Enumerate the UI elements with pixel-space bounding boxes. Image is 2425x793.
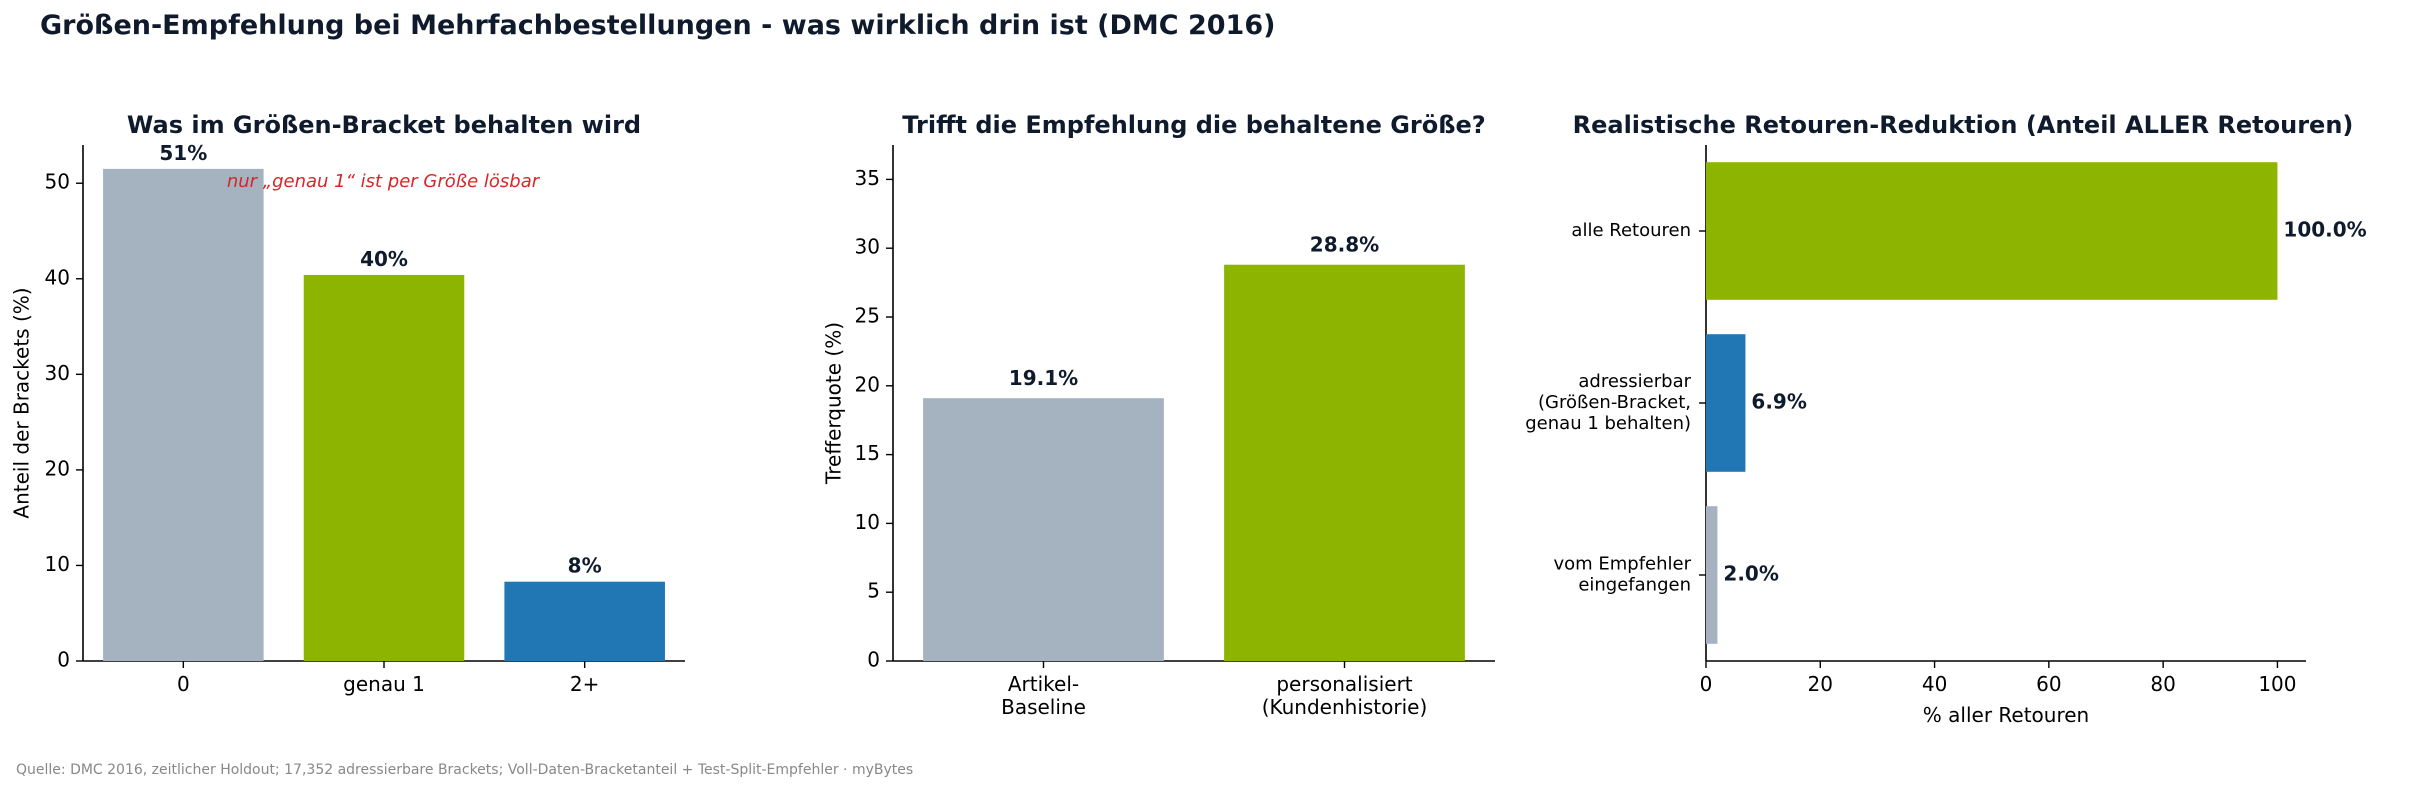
panel3-ytick-label: alle Retouren <box>1571 220 1691 241</box>
panel1-xtick-label: genau 1 <box>343 672 425 696</box>
panel3-xtick-label: 20 <box>1808 672 1833 696</box>
panel2-title: Trifft die Empfehlung die behaltene Größ… <box>902 111 1485 139</box>
panel3-value-label: 6.9% <box>1751 390 1806 414</box>
panel1-ytick-label: 20 <box>45 456 70 480</box>
panel2-ytick-label: 20 <box>855 372 880 396</box>
panel3-bar <box>1706 334 1746 472</box>
panel3-xlabel: % aller Retouren <box>1923 703 2089 727</box>
panel1-ytick-label: 50 <box>45 170 70 194</box>
panel3-xtick-label: 40 <box>1922 672 1947 696</box>
panel3-ytick-label: adressierbar <box>1578 371 1691 392</box>
figure-title: Größen-Empfehlung bei Mehrfachbestellung… <box>40 10 1276 41</box>
panel1-ytick-label: 30 <box>45 361 70 385</box>
panel3-title: Realistische Retouren-Reduktion (Anteil … <box>1573 111 2354 139</box>
panel3-xtick-label: 0 <box>1700 672 1713 696</box>
panel3-bar <box>1706 506 1718 644</box>
panel1-value-label: 8% <box>568 554 602 578</box>
panel2-ytick-label: 5 <box>867 579 880 603</box>
panel2-xtick-label: Artikel- <box>1008 672 1079 696</box>
panel2-value-label: 28.8% <box>1310 233 1379 257</box>
panel1-ylabel: Anteil der Brackets (%) <box>10 287 34 518</box>
panel1-title: Was im Größen-Bracket behalten wird <box>127 111 641 139</box>
panel1-bar <box>504 581 665 661</box>
panel2-ytick-label: 25 <box>855 304 880 328</box>
panel3-ytick-label: vom Empfehler <box>1553 553 1691 574</box>
panel3-ytick-label: (Größen-Bracket, <box>1538 392 1691 413</box>
panel1-annotation: nur „genau 1“ ist per Größe lösbar <box>227 171 541 192</box>
panel3-value-label: 100.0% <box>2283 218 2366 242</box>
panel2-ytick-label: 35 <box>855 166 880 190</box>
panel2-ytick-label: 15 <box>855 441 880 465</box>
panel2-ylabel: Trefferquote (%) <box>822 322 846 485</box>
panel2-bar <box>1224 264 1465 661</box>
panel3-bar <box>1706 162 2278 300</box>
panel1-bar <box>303 274 465 661</box>
panel3-xtick-label: 80 <box>2150 672 2175 696</box>
panel2-bar <box>923 398 1164 661</box>
panel2-ytick-label: 0 <box>867 648 880 672</box>
panel1-value-label: 40% <box>360 247 408 271</box>
panel2-xtick-label: Baseline <box>1001 695 1086 719</box>
source-note: Quelle: DMC 2016, zeitlicher Holdout; 17… <box>16 762 914 778</box>
panel3-xtick-label: 100 <box>2258 672 2296 696</box>
panel3-xtick-label: 60 <box>2036 672 2061 696</box>
panel1-value-label: 51% <box>159 141 207 165</box>
panel1-bar <box>103 168 264 661</box>
panel3-ytick-label: eingefangen <box>1578 575 1691 596</box>
panel3-value-label: 2.0% <box>1723 562 1778 586</box>
panel1-ytick-label: 0 <box>57 648 70 672</box>
panel2-xtick-label: personalisiert <box>1276 672 1412 696</box>
panel2-value-label: 19.1% <box>1009 366 1078 390</box>
panel3-ytick-label: genau 1 behalten) <box>1525 413 1691 434</box>
panel1-ytick-label: 40 <box>45 265 70 289</box>
panel1-ytick-label: 10 <box>45 552 70 576</box>
panel2-ytick-label: 30 <box>855 235 880 259</box>
panel1-xtick-label: 2+ <box>570 672 599 696</box>
panel1-xtick-label: 0 <box>177 672 190 696</box>
panel2-xtick-label: (Kundenhistorie) <box>1262 695 1428 719</box>
panel2-ytick-label: 10 <box>855 510 880 534</box>
